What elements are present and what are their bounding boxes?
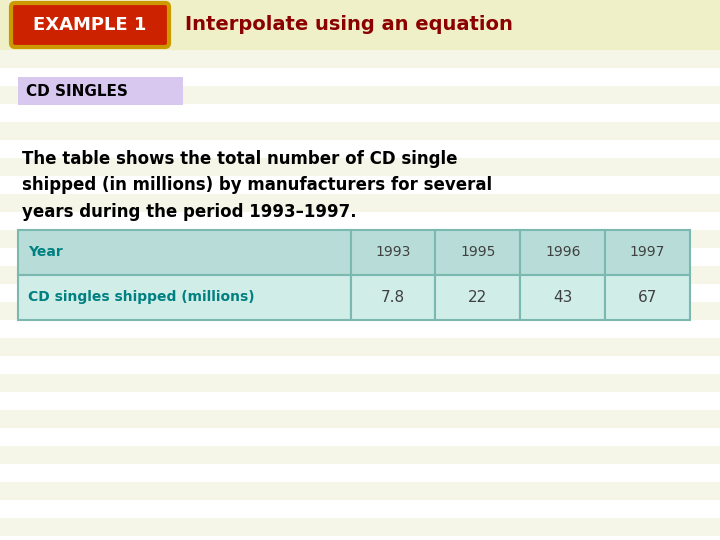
Text: EXAMPLE 1: EXAMPLE 1 [33,16,147,34]
Bar [0,522,720,540]
Bar [0,482,720,500]
Bar [0,252,720,270]
Bar [0,324,720,342]
Bar [521,275,606,320]
Bar [0,198,720,216]
Bar [0,234,720,252]
Text: The table shows the total number of CD single
shipped (in millions) by manufactu: The table shows the total number of CD s… [22,150,492,221]
Bar [521,230,606,275]
Bar [18,230,351,275]
Text: 22: 22 [468,290,487,305]
Bar [0,126,720,144]
Bar [0,486,720,504]
Bar [0,446,720,464]
Bar [0,122,720,140]
Bar [0,144,720,162]
Bar [0,360,720,378]
Bar [0,0,720,50]
Bar [436,275,521,320]
Bar [0,266,720,284]
Bar [0,320,720,338]
Bar [0,104,720,122]
Bar [0,378,720,396]
Bar [0,306,720,324]
Bar [0,216,720,234]
Bar [351,230,436,275]
Bar [0,396,720,414]
Bar [0,500,720,518]
Bar [0,230,720,248]
Bar [0,450,720,468]
Bar [0,248,720,266]
Bar [606,275,690,320]
Bar [0,18,720,36]
Text: 7.8: 7.8 [381,290,405,305]
Bar [0,50,720,68]
Text: 67: 67 [638,290,657,305]
FancyBboxPatch shape [11,3,169,47]
Bar [0,140,720,158]
Bar [0,0,720,18]
Bar [0,158,720,176]
Bar [0,464,720,482]
Bar [0,180,720,198]
Text: 1993: 1993 [375,246,410,260]
Bar [0,176,720,194]
Text: CD singles shipped (millions): CD singles shipped (millions) [28,291,255,305]
Bar [0,536,720,540]
Bar [0,284,720,302]
Bar [18,77,183,105]
Text: 1996: 1996 [545,246,580,260]
Bar [0,374,720,392]
Bar [0,410,720,428]
Bar [0,212,720,230]
Text: Interpolate using an equation: Interpolate using an equation [185,16,513,35]
Bar [0,54,720,72]
Bar [0,414,720,432]
Bar [0,288,720,306]
Bar [0,36,720,54]
Bar [0,392,720,410]
Bar [0,108,720,126]
Text: CD SINGLES: CD SINGLES [26,84,128,98]
Bar [0,194,720,212]
Bar [351,275,436,320]
Bar [0,68,720,86]
Text: 1995: 1995 [460,246,495,260]
Bar [0,302,720,320]
Bar [0,162,720,180]
Bar [0,342,720,360]
Bar [0,518,720,536]
Bar [0,86,720,104]
Bar [0,72,720,90]
Bar [0,338,720,356]
Bar [0,432,720,450]
Text: 1997: 1997 [630,246,665,260]
Text: Year: Year [28,246,63,260]
Bar [436,230,521,275]
Bar [0,356,720,374]
Bar [0,428,720,446]
Bar [0,90,720,108]
Bar [18,275,351,320]
Text: 43: 43 [553,290,572,305]
Bar [606,230,690,275]
Bar [0,270,720,288]
Bar [0,504,720,522]
Bar [0,468,720,486]
